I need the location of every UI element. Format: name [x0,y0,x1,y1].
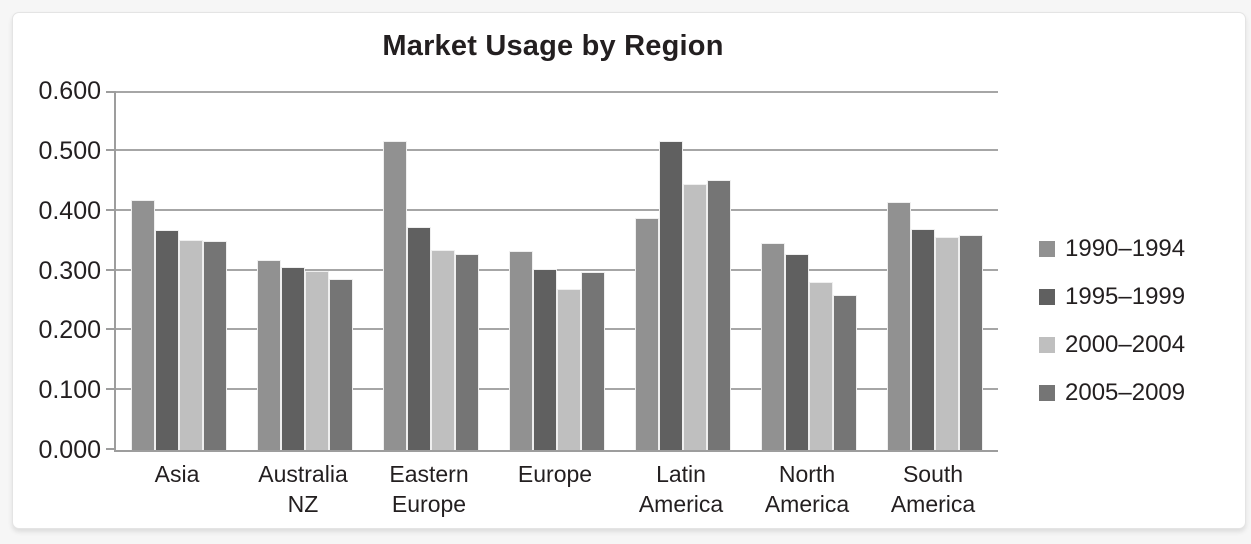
y-tick-label: 0.500 [38,136,101,165]
bar [509,250,533,450]
bar [935,237,959,450]
bar [911,229,935,450]
gridline [116,91,998,93]
legend-item: 1990–1994 [1039,225,1185,273]
bar [659,140,683,450]
x-category-label: Eastern Europe [366,459,492,519]
bar-group [509,91,605,450]
bar [887,201,911,450]
bar [281,266,305,450]
bar [635,217,659,450]
y-axis-tick [106,328,114,331]
x-category-label-line: Australia [258,461,348,487]
bar [407,226,431,450]
bar [455,254,479,450]
legend: 1990–1994 1995–1999 2000–2004 2005–2009 [1039,225,1185,417]
legend-item: 1995–1999 [1039,273,1185,321]
y-axis-tick [106,268,114,271]
x-category-label-line: America [638,491,724,517]
bar [533,268,557,450]
y-axis-tick [106,388,114,391]
y-axis-tick [106,208,114,211]
gridline [116,268,998,271]
bar-group [761,91,857,450]
y-tick-label: 0.300 [38,256,101,285]
bar-group [131,91,227,450]
legend-swatch [1039,337,1055,353]
legend-swatch [1039,289,1055,305]
bar-group [887,91,983,450]
bar [581,271,605,450]
y-axis-tick [106,448,114,450]
bar [305,271,329,450]
legend-item: 2005–2009 [1039,369,1185,417]
gridline [116,208,998,211]
x-category-label: Europe [492,459,618,489]
bar [557,289,581,450]
legend-label: 2005–2009 [1065,379,1186,406]
bar-group [257,91,353,450]
legend-label: 1990–1994 [1065,235,1186,262]
x-category-label: Asia [114,459,240,489]
x-category-label-line: America [764,491,850,517]
bar [761,242,785,450]
bar [833,295,857,450]
legend-label: 2000–2004 [1065,331,1186,358]
bar [785,254,809,450]
bar-group [635,91,731,450]
chart-card: Market Usage by Region 0.000 0.100 0.200 0.… [12,12,1246,529]
chart-title: Market Usage by Region [382,30,724,62]
x-category-label-line: Eastern [389,461,469,487]
x-category-label-line: North [778,461,836,487]
x-category-label: North America [744,459,870,519]
x-category-label-line: Latin [656,461,706,487]
legend-item: 2000–2004 [1039,321,1185,369]
y-tick-label: 0.000 [38,436,101,464]
legend-swatch [1039,385,1055,401]
y-tick-label: 0.600 [38,77,101,105]
y-tick-label: 0.200 [38,316,101,345]
y-tick-label: 0.100 [38,376,101,405]
bar [707,180,731,450]
bar [959,235,983,450]
x-category-label-line: South [902,461,964,487]
x-category-label: South America [870,459,996,519]
bar [329,278,353,450]
plot-area [106,91,998,452]
gridline [116,148,998,151]
bar [683,184,707,450]
x-category-label-line: Asia [154,461,200,487]
y-tick-label: 0.400 [38,196,101,225]
bar [431,249,455,450]
x-category-label-line: NZ [287,491,319,517]
bar [155,230,179,450]
bar [203,241,227,450]
x-category-label-line: Europe [391,491,467,517]
legend-swatch [1039,241,1055,257]
bar-group [383,91,479,450]
x-category-label-line: Europe [517,461,593,487]
bar [383,140,407,450]
y-axis-tick [106,148,114,151]
bar [179,240,203,450]
bar [131,199,155,450]
bar [809,282,833,450]
y-axis-tick [106,91,114,93]
legend-label: 1995–1999 [1065,283,1186,310]
x-category-label: Latin America [618,459,744,519]
x-category-label-line: America [890,491,976,517]
bar [257,259,281,450]
x-category-label: Australia NZ [240,459,366,519]
